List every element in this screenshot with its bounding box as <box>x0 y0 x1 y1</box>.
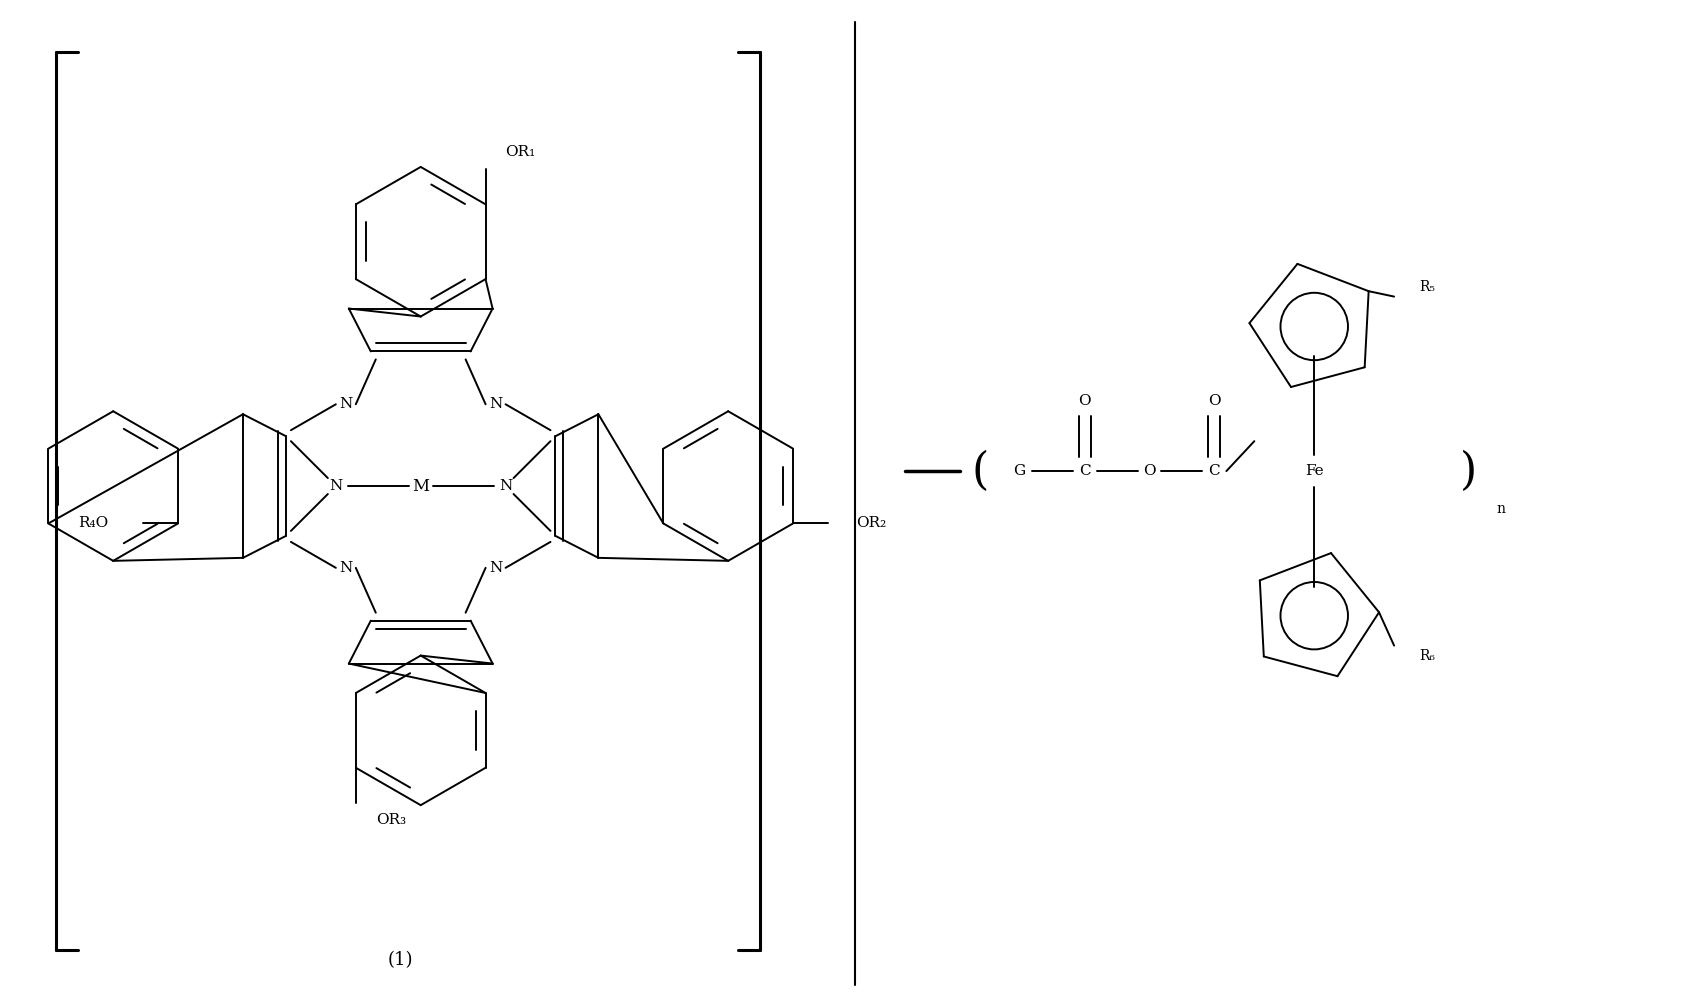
Text: O: O <box>1143 464 1155 478</box>
Text: R₅: R₅ <box>1420 280 1435 294</box>
Text: N: N <box>339 397 353 411</box>
Text: O: O <box>1079 394 1091 408</box>
Text: OR₁: OR₁ <box>505 146 536 160</box>
Text: N: N <box>339 560 353 574</box>
Text: N: N <box>329 479 343 493</box>
Text: ): ) <box>1460 450 1477 493</box>
Text: N: N <box>488 397 502 411</box>
Text: G: G <box>1014 464 1026 478</box>
Text: M: M <box>412 478 429 495</box>
Text: R₄O: R₄O <box>78 516 109 530</box>
Text: C: C <box>1079 464 1091 478</box>
Text: OR₂: OR₂ <box>856 516 885 530</box>
Text: Fe: Fe <box>1304 464 1323 478</box>
Text: n: n <box>1496 502 1506 516</box>
Text: N: N <box>499 479 512 493</box>
Text: R₆: R₆ <box>1420 649 1435 663</box>
Text: OR₃: OR₃ <box>377 813 405 827</box>
Text: O: O <box>1208 394 1221 408</box>
Text: (1): (1) <box>388 951 414 969</box>
Text: N: N <box>488 560 502 574</box>
Text: (: ( <box>972 450 989 493</box>
Text: C: C <box>1209 464 1219 478</box>
